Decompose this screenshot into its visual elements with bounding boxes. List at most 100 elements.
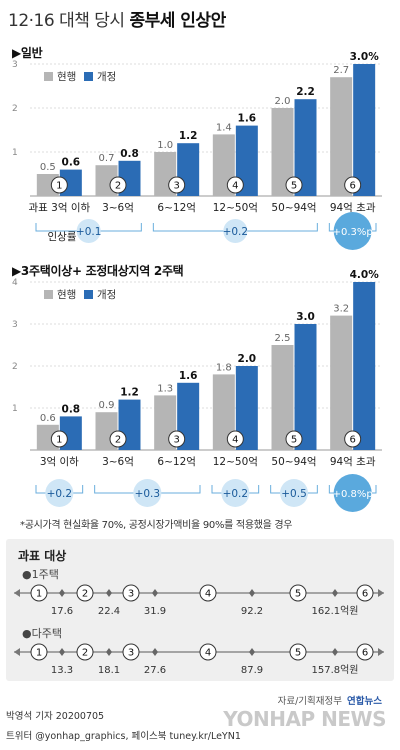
category-marker-circle (226, 176, 244, 194)
legend-swatch-revised (84, 72, 93, 81)
scale-marker-circle (199, 584, 217, 602)
category-marker-number: 5 (291, 181, 297, 192)
category-label: 3~6억 (102, 456, 134, 468)
y-tick-label: 2 (12, 362, 18, 372)
scale-marker-circle (122, 584, 140, 602)
data-label-current: 1.3 (157, 383, 173, 394)
data-label-current: 2.7 (333, 65, 349, 76)
increase-label: +0.1 (76, 226, 102, 238)
section-title-general: ▶일반 (12, 46, 43, 60)
data-label-current: 3.2 (333, 304, 349, 315)
scale-arrow-right (378, 589, 384, 597)
threshold-label: 17.6 (51, 606, 73, 617)
threshold-label: 87.9 (241, 665, 263, 676)
scale-arrow-right (378, 648, 384, 656)
scale-marker-circle (289, 584, 307, 602)
title-bold: 종부세 인상안 (129, 11, 226, 31)
threshold-tick (59, 589, 65, 597)
row-label-multi-home: ●다주택 (22, 627, 62, 640)
category-marker-circle (50, 176, 68, 194)
increase-badge (76, 219, 101, 243)
threshold-label: 31.9 (144, 606, 166, 617)
footnote: *공시가격 현실화율 70%, 공정시장가액비율 90%를 적용했을 경우 (20, 520, 293, 531)
scale-marker-circle (76, 643, 94, 661)
bar-revised (235, 125, 258, 196)
credit: 박영석 기자 20200705 (6, 711, 105, 722)
scale-marker-number: 5 (295, 648, 301, 659)
scale-arrow-left (14, 648, 20, 656)
category-marker-circle (285, 430, 303, 448)
category-label: 50~94억 (271, 456, 316, 468)
scale-marker-number: 3 (128, 589, 134, 600)
category-marker-circle (109, 176, 127, 194)
category-marker-circle (50, 430, 68, 448)
scale-marker-number: 4 (205, 648, 211, 659)
bar-current (212, 374, 235, 450)
category-label: 50~94억 (271, 202, 316, 214)
category-label: 12~50억 (213, 202, 258, 214)
data-label-revised: 0.8 (120, 148, 139, 160)
scale-marker-circle (122, 643, 140, 661)
y-tick-label: 2 (12, 104, 18, 114)
watermark: YONHAP NEWS (223, 707, 386, 731)
increase-badge (280, 479, 308, 507)
legend-swatch-current (44, 72, 53, 81)
category-label: 94억 초과 (330, 456, 376, 468)
tax-base-panel (6, 539, 394, 681)
threshold-tick (152, 589, 158, 597)
scale-marker-circle (356, 584, 374, 602)
threshold-tick (59, 648, 65, 656)
increase-badge (333, 212, 372, 250)
data-label-revised: 0.6 (62, 157, 81, 169)
category-marker-number: 1 (56, 181, 62, 192)
category-marker-number: 6 (349, 181, 355, 192)
scale-marker-number: 6 (362, 648, 368, 659)
data-label-current: 2.0 (275, 96, 291, 107)
threshold-tick (152, 648, 158, 656)
category-marker-number: 2 (115, 435, 121, 446)
chart-multi-house: 1 2 3 4 현행 개정 0.6 0.8 1 3억 이하 0.9 1.2 2 3~6억 1.3 1.6 3 6~… (12, 269, 382, 512)
data-label-revised: 3.0 (296, 311, 315, 323)
category-label: 3억 이하 (40, 455, 79, 468)
y-tick-label: 3 (12, 320, 18, 330)
scale-marker-number: 1 (36, 648, 42, 659)
data-label-current: 0.7 (99, 153, 115, 164)
scale-marker-circle (199, 643, 217, 661)
category-marker-number: 2 (115, 181, 121, 192)
legend-label-current: 현행 (57, 71, 76, 83)
data-label-revised: 0.8 (62, 403, 81, 415)
bar-revised (294, 324, 317, 450)
increase-label: +0.3%p (333, 227, 373, 238)
threshold-label: 27.6 (144, 665, 166, 676)
row-label-single-home: ●1주택 (22, 568, 59, 581)
threshold-tick (332, 589, 338, 597)
increase-badge (333, 474, 372, 512)
category-marker-circle (168, 430, 186, 448)
scale-marker-circle (289, 643, 307, 661)
legend-label-revised: 개정 (97, 289, 116, 301)
threshold-tick (249, 589, 255, 597)
tax-base-title: 과표 대상 (18, 549, 67, 563)
scale-marker-circle (356, 643, 374, 661)
increase-badge (223, 219, 248, 243)
title-normal: 12·16 대책 당시 (8, 11, 125, 31)
category-marker-circle (285, 176, 303, 194)
scale-marker-number: 6 (362, 589, 368, 600)
y-tick-label: 4 (12, 278, 18, 288)
threshold-tick (249, 648, 255, 656)
logo-text: 연합뉴스 (347, 696, 382, 707)
category-marker-number: 1 (56, 435, 62, 446)
data-label-current: 1.4 (216, 122, 232, 133)
increase-caption: 인상률 (48, 231, 77, 243)
increase-label: +0.2 (223, 226, 249, 238)
scale-marker-number: 5 (295, 589, 301, 600)
bar-revised (294, 99, 317, 196)
category-marker-number: 6 (349, 435, 355, 446)
category-label: 6~12억 (157, 202, 196, 214)
threshold-label: 22.4 (98, 606, 120, 617)
legend-label-revised: 개정 (97, 71, 116, 83)
data-label-current: 0.5 (40, 162, 56, 173)
scale-marker-circle (30, 643, 48, 661)
